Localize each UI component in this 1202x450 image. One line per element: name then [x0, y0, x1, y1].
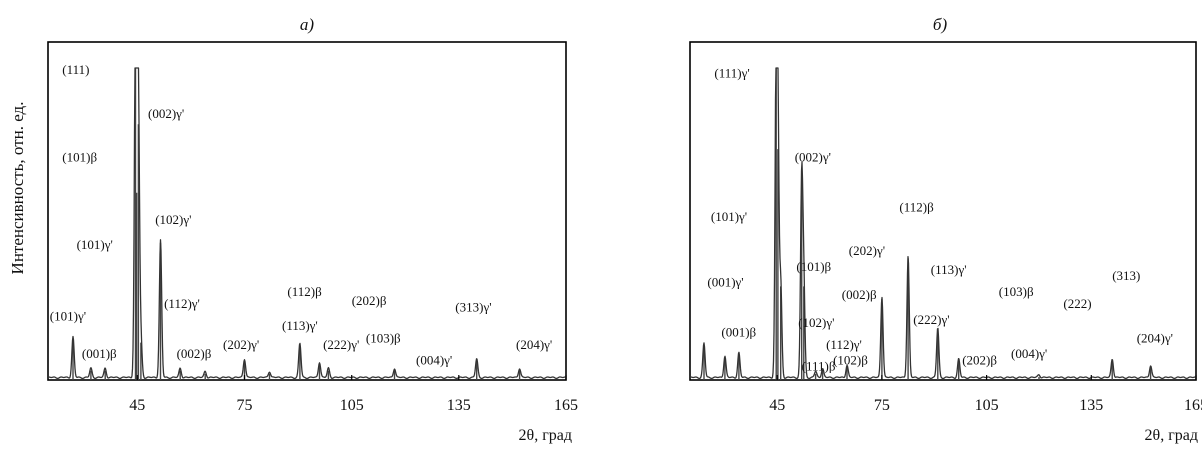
x-tick-label-4: 165: [1184, 397, 1202, 414]
x-tick-label-4: 165: [554, 397, 578, 414]
chart-a-annotations: (111) (002)γ' (101)β (102)γ' (101)γ' (112)γ' (…: [50, 62, 552, 367]
peak-annotation-9: (101)γ': [50, 309, 86, 324]
peak-annotation-12: (103)β: [366, 331, 401, 346]
peak-annotation-4: (101)γ': [77, 237, 113, 252]
peak-annotation-0: (111)γ': [714, 65, 749, 80]
peak-annotation-4: (202)γ': [849, 243, 885, 258]
figure-y-axis-label: Интенсивность, отн. ед.: [8, 102, 27, 275]
chart-b-peaks: [703, 68, 1152, 380]
chart-panel-b: б) 45 75 105 135 165 (111)γ' (002)γ' (112)β (10…: [689, 15, 1202, 444]
peak-annotation-0: (111): [62, 62, 89, 77]
peak-annotation-20: (111)β: [802, 359, 836, 374]
peak-annotation-13: (202)γ': [223, 337, 259, 352]
chart-b-x-ticks: 45 75 105 135 165: [769, 375, 1202, 414]
x-tick-label-0: 45: [129, 397, 145, 414]
peak-annotation-6: (113)γ': [931, 262, 967, 277]
peak-annotation-12: (102)γ': [798, 315, 834, 330]
peak-annotation-11: (222)γ': [323, 337, 359, 352]
peak-annotation-3: (101)γ': [711, 209, 747, 224]
x-tick-label-1: 75: [237, 397, 253, 414]
peak-annotation-16: (002)β: [177, 346, 212, 361]
peak-annotation-9: (103)β: [999, 284, 1034, 299]
chart-a-plot-frame: [47, 41, 567, 381]
peak-annotation-17: (004)γ': [416, 352, 452, 367]
peak-annotation-5: (101)β: [796, 259, 831, 274]
peak-annotation-16: (112)γ': [826, 337, 862, 352]
peak-annotation-7: (202)β: [352, 293, 387, 308]
chart-b-plot-frame: [689, 41, 1197, 381]
chart-b-x-axis-label: 2θ, град: [1145, 427, 1198, 444]
peak-annotation-14: (001)β: [721, 324, 756, 339]
chart-a-diffraction-trace: [47, 67, 567, 380]
peak-annotation-17: (004)γ': [1011, 346, 1047, 361]
peak-annotation-15: (001)β: [82, 346, 117, 361]
peak-annotation-13: (222)γ': [913, 312, 949, 327]
peak-annotation-3: (102)γ': [155, 212, 191, 227]
x-tick-label-3: 135: [447, 397, 471, 414]
chart-panel-a: a) 45 75 105 135 165 (111) (002)γ' (101)β (102)…: [47, 15, 578, 444]
x-tick-label-2: 105: [340, 397, 364, 414]
peak-annotation-10: (113)γ': [282, 318, 318, 333]
peak-annotation-2: (112)β: [899, 200, 934, 215]
peak-annotation-8: (313)γ': [455, 299, 491, 314]
peak-annotation-1: (002)γ': [795, 150, 831, 165]
peak-annotation-2: (101)β: [62, 150, 97, 165]
chart-a-x-axis-label: 2θ, град: [519, 427, 572, 444]
x-tick-label-1: 75: [874, 397, 890, 414]
chart-a-peaks: [72, 68, 521, 380]
peak-annotation-18: (202)β: [962, 352, 997, 367]
x-tick-label-3: 135: [1079, 397, 1103, 414]
peak-annotation-1: (002)γ': [148, 106, 184, 121]
chart-b-title: б): [933, 15, 948, 34]
peak-annotation-14: (204)γ': [516, 337, 552, 352]
peak-annotation-11: (222): [1063, 296, 1091, 311]
chart-a-x-ticks: 45 75 105 135 165: [129, 375, 578, 414]
peak-annotation-8: (001)γ': [707, 274, 743, 289]
chart-b-diffraction-trace: [689, 67, 1197, 380]
peak-annotation-5: (112)γ': [164, 296, 200, 311]
peak-annotation-7: (313): [1112, 268, 1140, 283]
x-tick-label-2: 105: [975, 397, 999, 414]
chart-b-annotations: (111)γ' (002)γ' (112)β (101)γ' (202)γ' (101)β…: [707, 65, 1173, 373]
peak-annotation-10: (002)β: [842, 287, 877, 302]
x-tick-label-0: 45: [769, 397, 785, 414]
peak-annotation-19: (102)β: [833, 352, 868, 367]
peak-annotation-15: (204)γ': [1137, 331, 1173, 346]
peak-annotation-6: (112)β: [287, 284, 322, 299]
chart-a-title: a): [300, 15, 315, 34]
